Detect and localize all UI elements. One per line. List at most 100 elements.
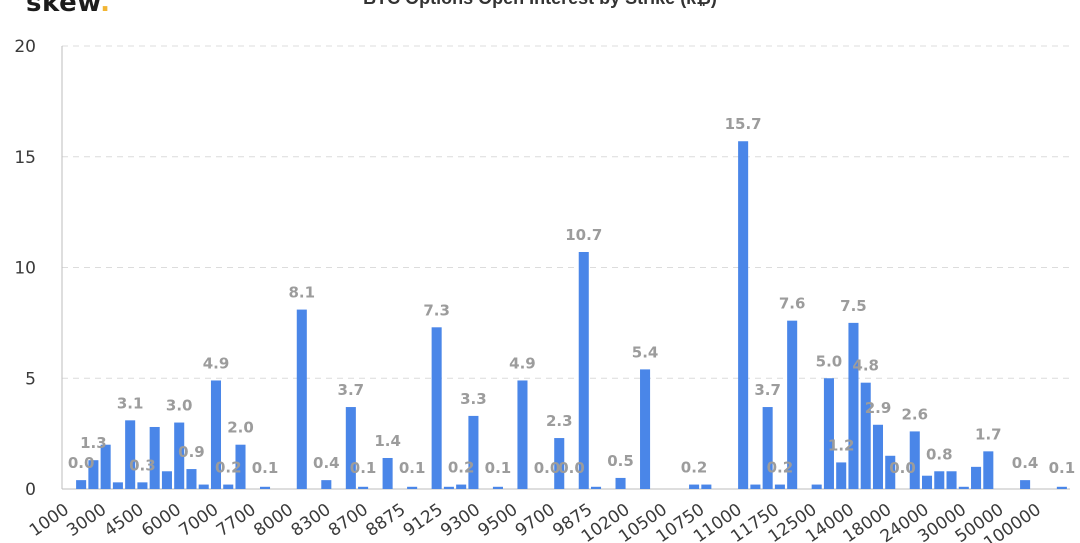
- bar: [983, 451, 994, 489]
- data-label: 0.2: [215, 459, 242, 477]
- bar: [946, 471, 957, 489]
- bar: [321, 480, 332, 489]
- data-label: 7.6: [779, 295, 806, 313]
- grid-lines: [62, 45, 1070, 379]
- bar: [235, 444, 246, 489]
- data-label: 4.8: [852, 357, 879, 375]
- data-label: 2.9: [865, 399, 892, 417]
- data-label: 1.2: [828, 436, 855, 454]
- bar: [431, 327, 442, 489]
- data-label: 0.3: [129, 456, 156, 474]
- data-label: 0.4: [313, 454, 340, 472]
- data-label: 5.4: [632, 343, 659, 361]
- bar: [934, 471, 945, 489]
- data-label: 0.1: [1049, 459, 1076, 477]
- data-label: 2.3: [546, 412, 573, 430]
- bar: [738, 141, 749, 489]
- data-label: 3.7: [754, 381, 781, 399]
- data-label: 1.4: [374, 432, 401, 450]
- bar: [161, 471, 172, 489]
- bar: [76, 480, 87, 489]
- bar: [88, 460, 99, 489]
- bar: [590, 486, 602, 489]
- bar: [836, 462, 847, 489]
- data-label: 7.3: [423, 301, 450, 319]
- bar: [198, 484, 209, 489]
- bar: [909, 431, 920, 489]
- data-label: 7.5: [840, 297, 867, 315]
- bar: [174, 422, 185, 489]
- y-tick-label: 0: [25, 480, 36, 500]
- x-tick-label: 9700: [512, 500, 559, 541]
- data-label: 0.1: [252, 459, 279, 477]
- x-tick-label: 4500: [101, 500, 148, 541]
- data-label: 5.0: [816, 352, 843, 370]
- bar: [971, 466, 982, 489]
- data-label: 0.9: [178, 443, 205, 461]
- bar: [640, 369, 651, 489]
- bar: [468, 415, 479, 489]
- data-labels: 0.0 1.3 3.1 0.3 3.0 0.9 4.9 0.2 2.0 0.1 8.1 0.4 3.7 0…: [68, 115, 1075, 477]
- bar: [750, 484, 761, 489]
- bar: [456, 484, 467, 489]
- bar: [701, 484, 712, 489]
- data-label: 2.0: [227, 419, 254, 437]
- y-tick-label: 5: [25, 369, 36, 389]
- x-tick-label: 9125: [400, 500, 447, 541]
- data-label: 3.3: [460, 390, 487, 408]
- bar: [137, 482, 148, 489]
- bar: [848, 322, 859, 489]
- bar: [112, 482, 123, 489]
- logo-dot: .: [100, 0, 111, 18]
- bar: [823, 378, 834, 489]
- bar: [296, 309, 307, 489]
- x-tick-label: 3000: [63, 500, 110, 541]
- bar: [1056, 486, 1067, 489]
- data-label: 8.1: [289, 284, 316, 302]
- data-label: 0.5: [607, 452, 634, 470]
- bar: [407, 486, 418, 489]
- bar: [149, 426, 160, 489]
- x-tick-label: 6000: [138, 500, 185, 541]
- data-label: 0.1: [350, 459, 377, 477]
- bar: [382, 457, 393, 489]
- data-label: 0.0: [889, 459, 916, 477]
- bar: [223, 484, 234, 489]
- data-label: 0.2: [681, 459, 708, 477]
- data-label: 3.0: [166, 397, 193, 415]
- data-label: 0.2: [448, 459, 475, 477]
- bar: [210, 380, 222, 489]
- x-tick-label: 9500: [475, 500, 522, 541]
- bar: [125, 420, 136, 489]
- bar: [259, 486, 271, 489]
- bar: [774, 484, 785, 489]
- data-label: 3.7: [338, 381, 365, 399]
- bar: [578, 251, 589, 489]
- bar: [921, 475, 933, 489]
- data-label: 2.6: [901, 405, 928, 423]
- bar: [443, 486, 454, 489]
- data-label: 0.1: [485, 459, 512, 477]
- data-label: 0.8: [926, 445, 953, 463]
- data-label: 4.9: [509, 354, 536, 372]
- x-axis-ticks: 1000300045006000700077008000830087008875…: [26, 500, 1045, 543]
- bar: [345, 407, 356, 489]
- bar: [787, 320, 798, 489]
- data-label: 0.0: [68, 454, 95, 472]
- bar: [885, 455, 896, 489]
- data-label: 0.0: [558, 459, 585, 477]
- x-tick-label: 8700: [325, 500, 372, 541]
- bar: [811, 484, 822, 489]
- bar: [615, 477, 626, 489]
- data-label: 3.1: [117, 394, 144, 412]
- x-tick-label: 7000: [175, 500, 222, 541]
- bar: [492, 486, 503, 489]
- x-tick-label: 8000: [250, 500, 297, 541]
- bars: [76, 141, 1067, 489]
- data-label: 10.7: [565, 226, 602, 244]
- bar: [517, 380, 528, 489]
- data-label: 0.1: [399, 459, 426, 477]
- data-label: 0.4: [1012, 454, 1039, 472]
- data-label: 1.3: [80, 434, 107, 452]
- x-tick-label: 7700: [213, 500, 260, 541]
